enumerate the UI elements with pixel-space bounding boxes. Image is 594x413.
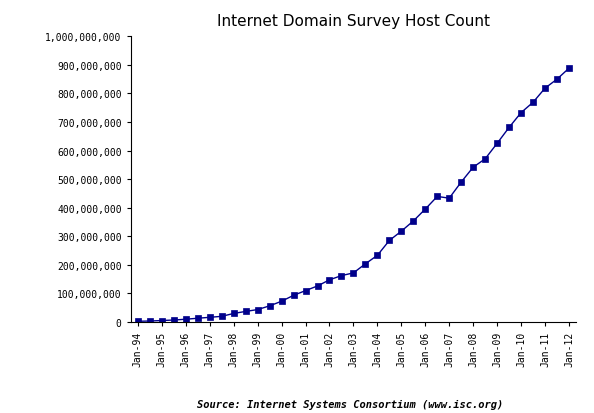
Text: Source: Internet Systems Consortium (www.isc.org): Source: Internet Systems Consortium (www… [197,399,504,409]
Title: Internet Domain Survey Host Count: Internet Domain Survey Host Count [217,14,490,29]
